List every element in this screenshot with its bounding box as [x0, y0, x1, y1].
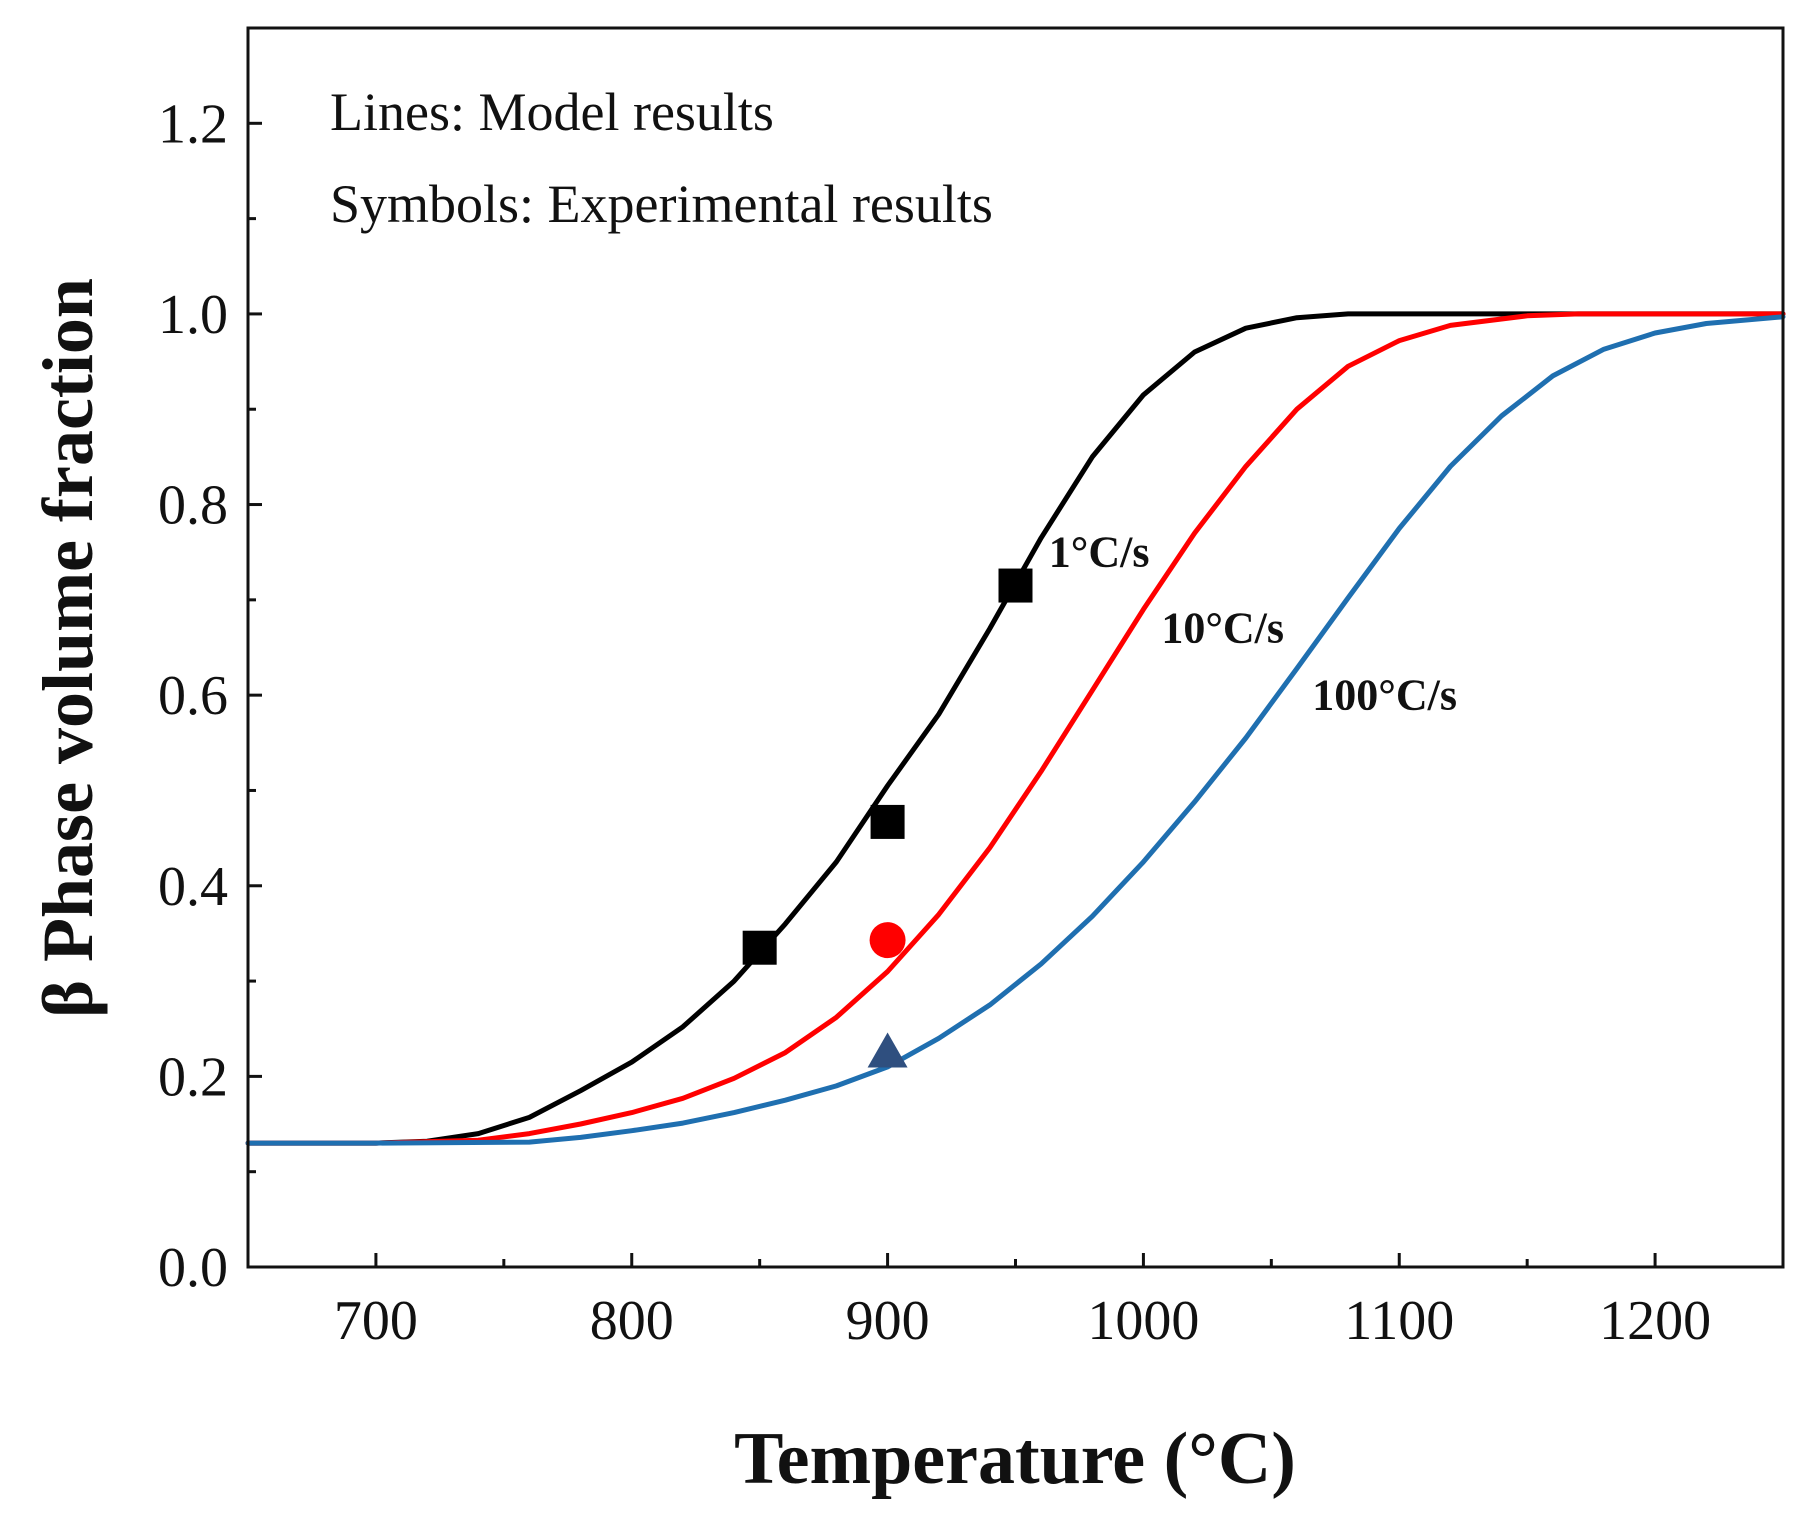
x-tick-label: 900 [846, 1290, 930, 1352]
annotation-symbols: Symbols: Experimental results [330, 174, 993, 234]
circle-marker [869, 922, 906, 959]
y-tick-label: 1.0 [158, 284, 228, 346]
x-tick-label: 1100 [1344, 1290, 1454, 1352]
series-layer [245, 311, 1786, 1146]
y-tick-label: 0.4 [158, 856, 228, 918]
y-tick-label: 0.6 [158, 665, 228, 727]
series-line-1 [245, 311, 1786, 1146]
y-axis-ticks: 0.0 0.2 0.4 0.6 0.8 1.0 1.2 [158, 93, 262, 1299]
marker-layer [742, 568, 1033, 1068]
y-tick-label: 1.2 [158, 93, 228, 155]
triangle-marker [867, 1032, 908, 1068]
curve-label-1: 10°C/s [1161, 604, 1284, 653]
x-axis-title: Temperature (°C) [734, 1418, 1296, 1500]
y-tick-label: 0.0 [158, 1237, 228, 1299]
curve-label-2: 100°C/s [1312, 670, 1457, 719]
y-tick-label: 0.8 [158, 475, 228, 537]
curve-label-layer: 1°C/s10°C/s 100°C/s [1049, 527, 1457, 719]
square-marker [998, 568, 1033, 603]
square-marker [870, 804, 905, 839]
x-tick-label: 800 [590, 1290, 674, 1352]
y-tick-label: 0.2 [158, 1046, 228, 1108]
square-marker [742, 930, 777, 965]
annotation-lines: Lines: Model results [330, 82, 774, 142]
x-axis-ticks: 700 800 900 1000 1100 1200 [334, 1253, 1711, 1352]
x-tick-label: 700 [334, 1290, 418, 1352]
y-axis-title: β Phase volume fraction [28, 278, 108, 1018]
annotation-layer: Lines: Model results Symbols: Experiment… [330, 82, 993, 234]
x-tick-label: 1200 [1599, 1290, 1711, 1352]
curve-label-0: 1°C/s [1049, 527, 1150, 576]
x-tick-label: 1000 [1087, 1290, 1199, 1352]
series-line-2 [245, 314, 1786, 1146]
series-line-0 [245, 311, 1786, 1146]
